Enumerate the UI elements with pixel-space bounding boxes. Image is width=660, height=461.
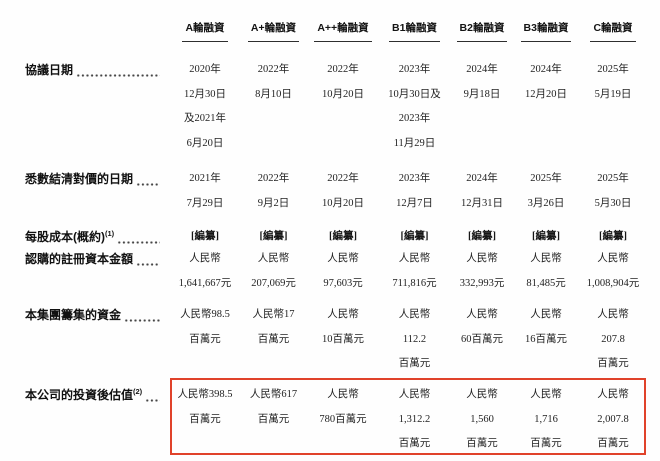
table-cell: 人民幣 112.2 百萬元: [398, 309, 431, 369]
table-cell-redacted: [編纂]: [532, 231, 560, 242]
table-cell: 2024年 12月20日: [525, 64, 567, 100]
table-cell: 2024年 12月31日: [461, 173, 503, 209]
column-header-round-a-plus: A+輪融資: [240, 12, 307, 58]
table-cell: 人民幣17 百萬元: [252, 309, 295, 345]
column-header-round-a: A輪融資: [170, 12, 240, 58]
column-header-round-b2: B2輪融資: [450, 12, 514, 58]
table-cell: 人民幣 1,008,904元: [586, 253, 640, 289]
table-cell: 2022年 10月20日: [322, 64, 364, 100]
table-cell-redacted: [編纂]: [259, 231, 288, 242]
table-cell: 2024年 9月18日: [463, 64, 501, 100]
table-cell: 人民幣617 百萬元: [249, 389, 298, 425]
dot-leader: [76, 58, 160, 83]
table-cell: 人民幣 332,993元: [459, 253, 505, 289]
dot-leader: [124, 303, 160, 328]
header-spacer: [0, 12, 170, 58]
table-cell: 人民幣 81,485元: [526, 253, 566, 289]
table-cell: 人民幣398.5 百萬元: [177, 389, 233, 425]
table-cell: 2022年 10月20日: [322, 173, 364, 209]
table-cell: 人民幣 1,641,667元: [178, 253, 232, 289]
row-label-settlement-date: 悉數結清對價的日期: [0, 167, 170, 225]
table-cell: 2022年 8月10日: [255, 64, 292, 100]
table-cell: 2023年 10月30日及 2023年 11月29日: [388, 64, 441, 149]
table-cell-redacted: [編纂]: [191, 231, 219, 242]
row-label-registered-capital: 認購的註冊資本金額: [0, 247, 170, 303]
column-header-round-c: C輪融資: [578, 12, 648, 58]
column-header-round-b3: B3輪融資: [514, 12, 578, 58]
table-cell-redacted: [編纂]: [329, 231, 357, 242]
table-cell: 人民幣 2,007.8 百萬元: [597, 389, 629, 449]
dot-leader: [117, 225, 160, 250]
table-cell: 人民幣 60百萬元: [461, 309, 503, 345]
table-cell: 2025年 5月30日: [594, 173, 632, 209]
row-label-agreement-date: 協議日期: [0, 58, 170, 167]
table-cell: 人民幣 1,312.2 百萬元: [398, 389, 431, 449]
table-cell: 人民幣 711,816元: [392, 253, 437, 289]
table-cell: 2023年 12月7日: [396, 173, 433, 209]
table-cell-redacted: [編纂]: [468, 231, 496, 242]
table-cell: 人民幣 10百萬元: [322, 309, 364, 345]
table-cell: 2025年 5月19日: [594, 64, 632, 100]
row-label-post-investment-valuation: 本公司的投資後估值(2): [0, 383, 170, 461]
table-cell: 2020年 12月30日 及2021年 6月20日: [184, 64, 226, 149]
row-label-cost-per-share: 每股成本(概約)(1): [0, 225, 170, 250]
table-cell: 2021年 7月29日: [186, 173, 224, 209]
table-cell: 2022年 9月2日: [257, 173, 290, 209]
table-cell: 人民幣98.5 百萬元: [180, 309, 230, 345]
table-cell: 人民幣 97,603元: [323, 253, 363, 289]
dot-leader: [145, 383, 160, 408]
dot-leader: [136, 247, 160, 272]
table-cell-redacted: [編纂]: [599, 231, 627, 242]
table-cell: 人民幣 780百萬元: [319, 389, 367, 425]
column-header-round-a-plus-plus: A++輪融資: [307, 12, 379, 58]
table-cell: 人民幣 1,716 百萬元: [530, 389, 562, 449]
table-cell: 2025年 3月26日: [527, 173, 565, 209]
table-cell: 人民幣 1,560 百萬元: [466, 389, 498, 449]
dot-leader: [136, 167, 160, 192]
column-header-round-b1: B1輪融資: [379, 12, 450, 58]
table-cell: 人民幣 207,069元: [251, 253, 296, 289]
table-cell: 人民幣 16百萬元: [525, 309, 567, 345]
table-cell-redacted: [編纂]: [400, 231, 429, 242]
table-cell: 人民幣 207.8 百萬元: [597, 309, 629, 369]
row-label-funds-raised: 本集團籌集的資金: [0, 303, 170, 383]
